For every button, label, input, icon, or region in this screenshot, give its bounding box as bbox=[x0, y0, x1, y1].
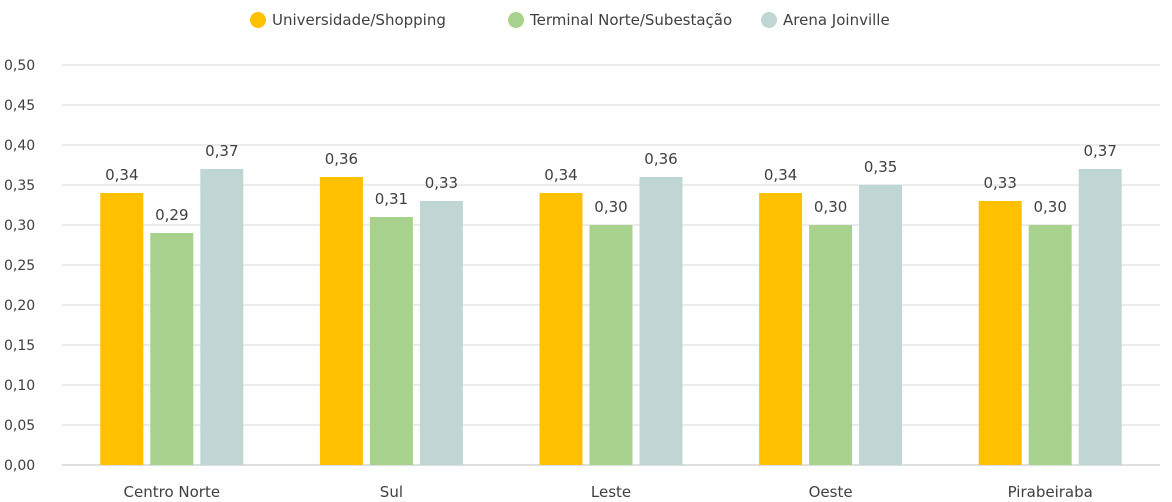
data-label: 0,37 bbox=[1083, 142, 1116, 160]
bar bbox=[639, 177, 683, 465]
x-category-label: Oeste bbox=[809, 483, 853, 501]
data-label: 0,30 bbox=[1033, 198, 1066, 216]
y-tick-label: 0,45 bbox=[4, 98, 35, 114]
y-axis: 0,00 0,05 0,10 0,15 0,20 0,25 0,30 0,35 0,40 0,45… bbox=[4, 58, 35, 474]
data-label: 0,29 bbox=[155, 206, 188, 224]
y-tick-label: 0,30 bbox=[4, 218, 35, 234]
data-label: 0,36 bbox=[644, 150, 677, 168]
bar bbox=[369, 217, 413, 465]
bar bbox=[150, 233, 194, 465]
bar bbox=[859, 185, 903, 465]
bar bbox=[100, 193, 144, 465]
bar bbox=[419, 201, 463, 465]
x-category-label: Leste bbox=[591, 483, 631, 501]
bars bbox=[100, 169, 1122, 465]
legend-label: Terminal Norte/Subestação bbox=[529, 11, 732, 29]
bar bbox=[978, 201, 1022, 465]
data-label: 0,34 bbox=[105, 166, 138, 184]
legend-label: Universidade/Shopping bbox=[272, 11, 446, 29]
legend: Universidade/Shopping Terminal Norte/Sube… bbox=[250, 11, 890, 29]
legend-marker bbox=[761, 12, 777, 28]
y-tick-label: 0,50 bbox=[4, 58, 35, 74]
y-tick-label: 0,25 bbox=[4, 258, 35, 274]
data-label: 0,30 bbox=[814, 198, 847, 216]
y-tick-label: 0,00 bbox=[4, 458, 35, 474]
data-label: 0,31 bbox=[375, 190, 408, 208]
x-axis: Centro Norte Sul Leste Oeste Pirabeiraba bbox=[124, 483, 1093, 501]
data-label: 0,33 bbox=[983, 174, 1016, 192]
y-tick-label: 0,35 bbox=[4, 178, 35, 194]
y-tick-label: 0,40 bbox=[4, 138, 35, 154]
legend-marker bbox=[508, 12, 524, 28]
data-labels: 0,34 0,29 0,37 0,36 0,31 0,33 0,34 0,30 0,36 0,34… bbox=[105, 142, 1117, 224]
y-tick-label: 0,05 bbox=[4, 418, 35, 434]
bar bbox=[589, 225, 633, 465]
data-label: 0,36 bbox=[325, 150, 358, 168]
data-label: 0,34 bbox=[544, 166, 577, 184]
x-category-label: Centro Norte bbox=[124, 483, 221, 501]
data-label: 0,30 bbox=[594, 198, 627, 216]
x-category-label: Pirabeiraba bbox=[1008, 483, 1093, 501]
y-tick-label: 0,10 bbox=[4, 378, 35, 394]
bar bbox=[319, 177, 363, 465]
legend-label: Arena Joinville bbox=[783, 11, 890, 29]
y-tick-label: 0,15 bbox=[4, 338, 35, 354]
bar bbox=[539, 193, 583, 465]
y-tick-label: 0,20 bbox=[4, 298, 35, 314]
legend-marker bbox=[250, 12, 266, 28]
bar bbox=[809, 225, 853, 465]
data-label: 0,34 bbox=[764, 166, 797, 184]
bar bbox=[759, 193, 803, 465]
bar bbox=[1078, 169, 1122, 465]
data-label: 0,37 bbox=[205, 142, 238, 160]
data-label: 0,35 bbox=[864, 158, 897, 176]
bar bbox=[200, 169, 244, 465]
x-category-label: Sul bbox=[380, 483, 403, 501]
data-label: 0,33 bbox=[425, 174, 458, 192]
bar bbox=[1028, 225, 1072, 465]
